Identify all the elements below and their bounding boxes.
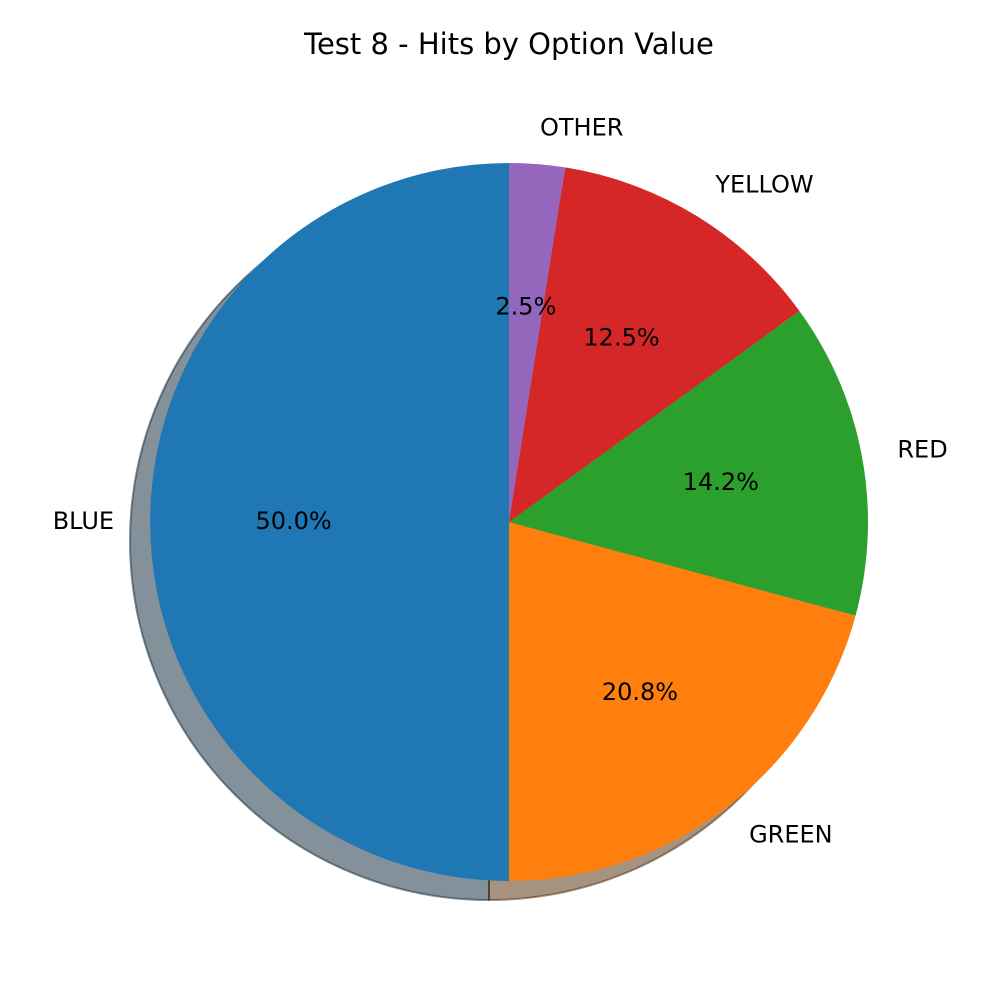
slice-label: GREEN — [749, 821, 833, 849]
value-label: 20.8% — [602, 678, 678, 706]
slice — [509, 522, 856, 881]
slice-label: RED — [897, 435, 947, 463]
slice — [150, 163, 510, 881]
slice — [509, 163, 566, 522]
value-label: 12.5% — [583, 323, 659, 351]
value-label: 50.0% — [255, 507, 331, 535]
slice-label: OTHER — [540, 113, 623, 141]
chart-title: Test 8 - Hits by Option Value — [303, 27, 714, 61]
slice — [509, 167, 800, 522]
slice-label: YELLOW — [714, 170, 813, 198]
value-label: 14.2% — [683, 468, 759, 496]
slice-label: BLUE — [53, 507, 114, 535]
slice — [509, 310, 868, 616]
value-label: 2.5% — [495, 292, 556, 320]
